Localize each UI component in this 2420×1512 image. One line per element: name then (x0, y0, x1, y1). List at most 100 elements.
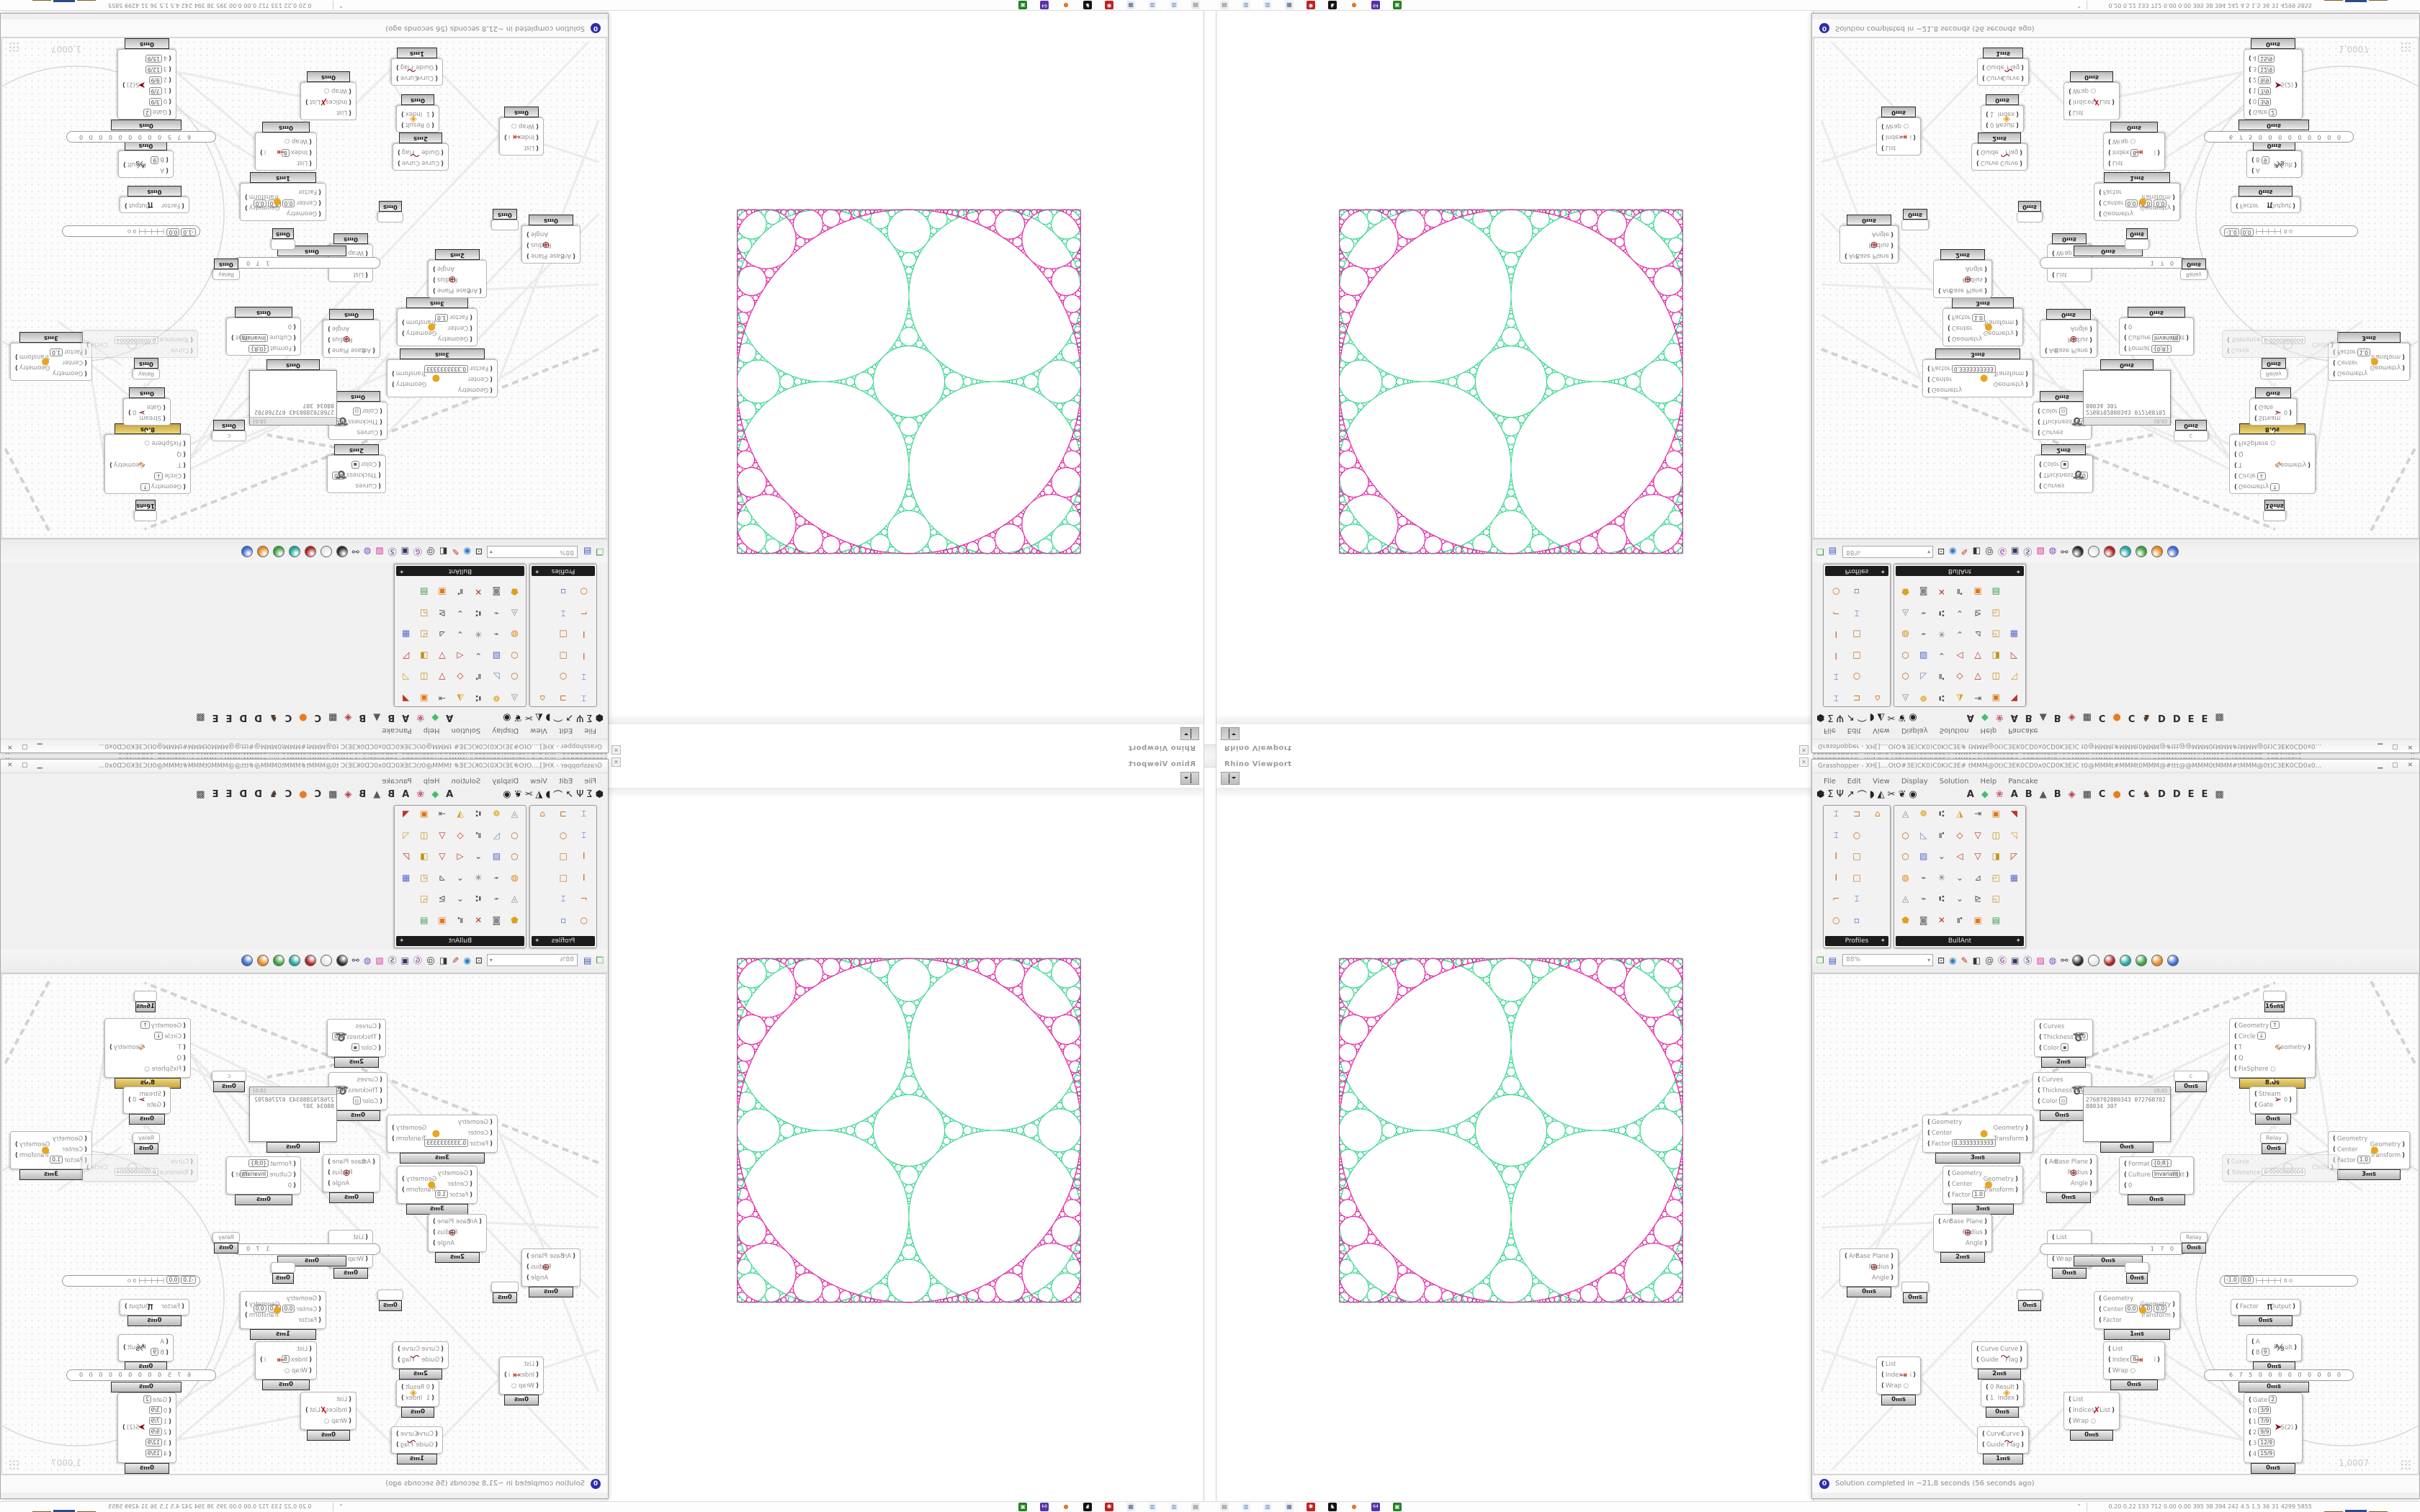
menu-item-display[interactable]: Display (492, 726, 519, 734)
output-port[interactable]: Curve (2000, 1344, 2022, 1355)
output-port[interactable]: Transform (392, 368, 426, 379)
input-port[interactable]: 312/9 (145, 63, 171, 73)
palette-footer[interactable]: Profiles ✦ (1825, 936, 1888, 946)
node[interactable]: ListIndexWrap ○i⇥ (1876, 1356, 1921, 1395)
palette-icon[interactable]: ◙ (1919, 914, 1928, 925)
input-port[interactable]: Q (2234, 448, 2244, 459)
component-tabs[interactable]: ⬢ΣΨ↗⌒◗◭✂❦◉A◆❀AB▲B◈▦C●C♞DDEE▩ (2, 787, 604, 804)
plugin-tab[interactable]: ▲ (373, 789, 381, 800)
input-port[interactable]: FixSphere ○ (2234, 1064, 2276, 1075)
palette-icon[interactable] (533, 830, 552, 850)
input-port[interactable]: FixSphere ○ (2234, 437, 2276, 448)
category-tab-icon[interactable]: ✂ (524, 789, 533, 800)
input-port[interactable]: Color▪ (351, 458, 381, 469)
taskbar-app-icon[interactable]: 64 (1371, 1, 1380, 9)
taskbar-app-icon[interactable]: ▤ (1191, 1503, 1200, 1511)
toolbar-button[interactable]: ❐ (1816, 955, 1824, 966)
plugin-tab[interactable]: D (2158, 789, 2166, 800)
grasshopper-titlebar[interactable]: Grasshopper - XH[]....OtO#3E)CK0)C0K)C3E… (1, 760, 608, 773)
node[interactable]: AB9Result⅍ (2246, 150, 2302, 178)
palette-icon[interactable]: ⊵ (1974, 894, 1982, 904)
input-port[interactable]: Geometry (1948, 1169, 1982, 1179)
input-port[interactable]: List (2108, 1344, 2123, 1355)
output-port[interactable]: S(2) (122, 1423, 139, 1434)
preview-sphere-button[interactable] (256, 955, 269, 966)
input-port[interactable]: Center (1927, 1128, 1953, 1139)
preview-sphere-button[interactable] (241, 546, 253, 557)
category-tab-icon[interactable]: ❦ (514, 712, 522, 723)
output-port[interactable]: Transform (1994, 1134, 2028, 1145)
plugin-tab[interactable]: ● (299, 789, 308, 800)
taskbar-app-icon[interactable]: ▥ (1170, 1503, 1178, 1511)
menu-item-help[interactable]: Help (423, 726, 440, 734)
output-port[interactable]: List (2099, 1405, 2115, 1416)
input-port[interactable]: 29/9 (148, 1428, 171, 1439)
node[interactable]: CurveGuideCurveFlag〜 (391, 1426, 443, 1454)
palette-icon[interactable]: ▧ (1919, 651, 1928, 661)
palette-icon[interactable]: Ⅰ (582, 629, 586, 640)
palette-icon[interactable] (398, 894, 414, 914)
plugin-tab[interactable]: A (1966, 712, 1974, 723)
palette-icon[interactable]: ○ (511, 851, 519, 861)
palette-icon[interactable]: ◮ (457, 693, 464, 703)
palette-icon[interactable]: ⇥ (1974, 693, 1982, 703)
palette-footer[interactable]: BullAnt ✦ (1896, 566, 2024, 576)
palette-icon[interactable]: ⊵ (1974, 608, 1982, 618)
plugin-tab[interactable]: D (239, 712, 248, 723)
output-port[interactable]: Circle (86, 339, 108, 350)
toolbar-button[interactable]: ⊡ (1937, 955, 1945, 966)
input-port[interactable]: List (2069, 1395, 2084, 1405)
palette-icon[interactable]: ◸ (2010, 651, 2018, 661)
input-port[interactable]: Curve (1982, 1429, 2004, 1440)
input-port[interactable]: Gate (2254, 401, 2273, 412)
palette-footer[interactable]: Profiles ✦ (532, 936, 595, 946)
palette-icon[interactable]: ◨ (1991, 651, 2000, 661)
preview-sphere-button[interactable] (304, 546, 316, 557)
canvas-toolbar[interactable]: ❐ ▤ 88%⊡ ◉✎ ◧ @ Ⓖ ▣Ⓢ▨◍ ⚯ (1812, 539, 2419, 562)
output-port[interactable]: Angle (526, 1273, 548, 1284)
palette-icon[interactable]: ▦ (401, 629, 411, 640)
output-port[interactable]: Geometry (1994, 1123, 2028, 1134)
input-port[interactable]: Factor1.0 (435, 1190, 472, 1201)
node[interactable]: GeometryCenterFactor1.0GeometryTransform… (1942, 308, 2023, 346)
viewport-close-button[interactable]: ✕ (611, 745, 621, 755)
category-tab-icon[interactable]: ◭ (535, 712, 543, 723)
node[interactable]: GeometryCenter0.00.00.0FactorGeometryTra… (2094, 1291, 2180, 1329)
input-port[interactable]: Q (176, 448, 186, 459)
palette-icon[interactable]: ⇥ (438, 693, 446, 703)
plugin-tab[interactable]: ● (2112, 712, 2121, 723)
node-number-slider[interactable]: 6 7 5 0 0 0 0 0 0 0 0 0 (66, 131, 216, 143)
palette-icon[interactable]: ◥ (402, 693, 410, 703)
output-port[interactable]: Circle (2312, 1163, 2334, 1174)
menu-item-edit[interactable]: Edit (1847, 726, 1862, 734)
node[interactable]: CurveGuideCurveFlag〜 (391, 58, 443, 86)
menu-item-file[interactable]: File (1824, 726, 1836, 734)
category-tab-icon[interactable]: Ψ (1836, 789, 1844, 800)
category-tab-icon[interactable]: ◉ (1909, 789, 1917, 800)
palette-icon[interactable]: ⌂ (1874, 693, 1881, 703)
palette-icon[interactable]: ⌁ (1921, 608, 1927, 618)
output-port[interactable]: Base Plane (2054, 1157, 2092, 1168)
preview-sphere-button[interactable] (2167, 546, 2179, 557)
palette-icon[interactable]: ⬟ (1901, 914, 1909, 925)
palette-icon[interactable]: ◹ (2010, 829, 2018, 840)
output-port[interactable]: Output (125, 1302, 151, 1313)
input-port[interactable]: Geometry (2333, 1134, 2367, 1145)
palette-icon[interactable]: ◫ (1991, 829, 2000, 840)
output-port[interactable]: Angle (526, 228, 548, 239)
input-port[interactable]: List (2108, 157, 2123, 168)
input-port[interactable]: Factor1.0 (1948, 1190, 1985, 1201)
resize-grip-icon[interactable] (9, 42, 19, 53)
input-port[interactable]: Factor0.3333333333 (1927, 362, 1996, 373)
input-port[interactable]: Index (518, 1370, 539, 1381)
preview-sphere-button[interactable] (256, 546, 269, 557)
category-tab-icon[interactable]: ⌒ (1857, 711, 1867, 721)
input-port[interactable]: Circle↓ (2234, 469, 2267, 480)
toolbar-button[interactable]: Ⓢ (387, 546, 397, 557)
output-port[interactable]: i (504, 131, 510, 142)
node[interactable]: Format{0;R}CultureInvariant0Text (2119, 318, 2194, 356)
output-port[interactable]: S(2) (2281, 1423, 2298, 1434)
